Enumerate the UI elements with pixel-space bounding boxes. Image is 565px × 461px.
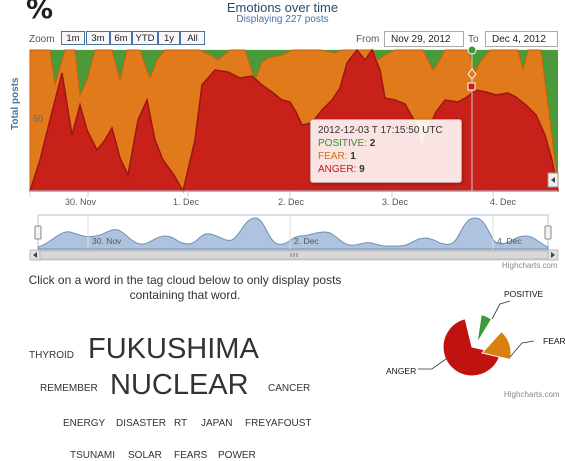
- navigator-right-handle: [544, 225, 552, 240]
- navigator-tick-label: 30. Nov: [92, 236, 122, 246]
- chart-scroll-arrow-icon: [551, 177, 555, 183]
- tag-word[interactable]: FUKUSHIMA: [88, 333, 259, 365]
- pie-slice-positive: [476, 313, 493, 344]
- zoom-all-button[interactable]: All: [180, 31, 205, 45]
- navigator-left-handle: [34, 225, 42, 240]
- emotions-pie-chart[interactable]: [380, 285, 565, 405]
- zoom-label: Zoom: [29, 34, 55, 45]
- tag-word[interactable]: FEARS: [174, 450, 208, 461]
- scroll-right-icon: [551, 252, 555, 258]
- pie-label-anger: ANGER: [386, 366, 417, 376]
- anger-hover-marker: [467, 82, 476, 91]
- zoom-3m-button[interactable]: 3m: [86, 31, 110, 45]
- pie-slice-anger: [442, 318, 501, 377]
- tooltip-fear-row: FEAR: 1: [318, 151, 356, 162]
- to-date-input[interactable]: Dec 4, 2012: [485, 31, 558, 47]
- x-tick-label: 1. Dec: [173, 197, 200, 207]
- navigator-tick-label: 2. Dec: [294, 236, 319, 246]
- x-tick-label: 30. Nov: [65, 197, 97, 207]
- tag-word[interactable]: CANCER: [268, 383, 311, 394]
- pie-connector-fear: [509, 340, 535, 358]
- tag-word[interactable]: REMEMBER: [40, 383, 98, 394]
- chart-title: Emotions over time: [226, 0, 339, 15]
- scroll-left-icon: [33, 252, 37, 258]
- y-axis-title: Total posts: [10, 77, 21, 130]
- fear-hover-marker: [467, 68, 477, 80]
- x-tick-label: 2. Dec: [278, 197, 305, 207]
- tooltip-anger-row: ANGER: 9: [318, 164, 365, 175]
- tag-word[interactable]: DISASTER: [116, 418, 167, 429]
- tag-word[interactable]: ENERGY: [63, 418, 106, 429]
- pie-label-positive: POSITIVE: [504, 289, 544, 299]
- tooltip-positive-row: POSITIVE: 2: [318, 138, 376, 149]
- from-date-input[interactable]: Nov 29, 2012: [384, 31, 464, 47]
- pie-highcharts-credits[interactable]: Highcharts.com: [504, 390, 560, 399]
- positive-hover-marker: [467, 45, 477, 55]
- tag-word[interactable]: FREYAFOUST: [245, 418, 312, 429]
- zoom-ytd-button[interactable]: YTD: [132, 31, 158, 45]
- tooltip-time: 2012-12-03 T 17:15:50 UTC: [318, 125, 443, 136]
- tag-word[interactable]: SOLAR: [128, 450, 162, 461]
- pie-slice-fear: [481, 330, 512, 361]
- to-label: To: [468, 34, 479, 45]
- tag-word[interactable]: THYROID: [29, 350, 74, 361]
- tag-word[interactable]: TSUNAMI: [70, 450, 115, 461]
- tag-word[interactable]: NUCLEAR: [110, 369, 249, 401]
- tag-word[interactable]: POWER: [218, 450, 256, 461]
- emotions-area-chart[interactable]: [0, 0, 565, 265]
- zoom-6m-button[interactable]: 6m: [110, 31, 132, 45]
- navigator-tick-label: 4. Dec: [497, 236, 522, 246]
- chart-subtitle: Displaying 227 posts: [236, 14, 329, 25]
- navigator-series: [37, 217, 549, 250]
- pie-connector-positive: [491, 300, 511, 320]
- zoom-1y-button[interactable]: 1y: [158, 31, 180, 45]
- from-label: From: [356, 34, 380, 45]
- tag-cloud-instructions: Click on a word in the tag cloud below t…: [28, 273, 342, 302]
- x-tick-label: 4. Dec: [490, 197, 517, 207]
- x-tick-label: 3. Dec: [382, 197, 409, 207]
- y-tick-label: 50: [33, 114, 44, 124]
- zoom-1m-button[interactable]: 1m: [61, 31, 85, 45]
- pie-connector-anger: [418, 358, 447, 370]
- percent-icon: %: [26, 0, 54, 25]
- chart-tooltip: 2012-12-03 T 17:15:50 UTC POSITIVE: 2 FE…: [310, 119, 462, 183]
- highcharts-credits[interactable]: Highcharts.com: [502, 261, 558, 270]
- tag-word[interactable]: JAPAN: [201, 418, 233, 429]
- pie-label-fear: FEAR: [543, 336, 565, 346]
- tag-word[interactable]: RT: [174, 418, 188, 429]
